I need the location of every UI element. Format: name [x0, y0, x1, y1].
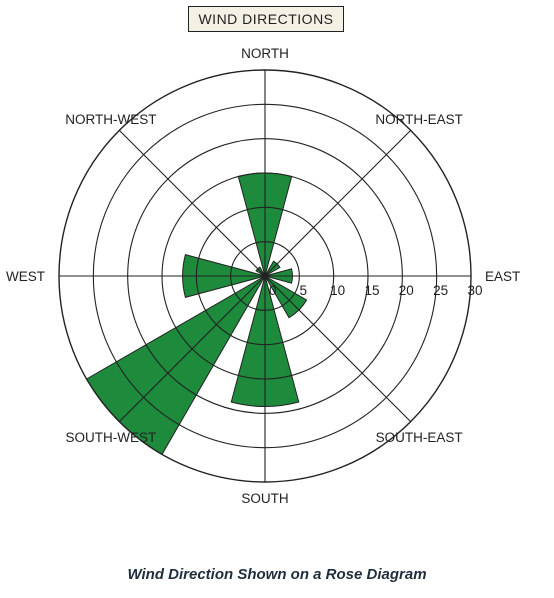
- direction-label-west: WEST: [6, 269, 45, 284]
- radial-tick-label-15: 15: [364, 283, 379, 298]
- radial-tick-label-20: 20: [399, 283, 414, 298]
- direction-label-east: EAST: [485, 269, 520, 284]
- grid-layer: [58, 69, 472, 483]
- direction-label-south-east: SOUTH-EAST: [376, 430, 463, 445]
- sectors-layer: [85, 172, 308, 456]
- radial-tick-label-10: 10: [330, 283, 345, 298]
- radial-tick-label-30: 30: [467, 283, 482, 298]
- rose-diagram: NORTH NORTH-EAST EAST SOUTH-EAST SOUTH SOUTH-…: [6, 46, 520, 506]
- direction-label-south-west: SOUTH-WEST: [66, 430, 157, 445]
- spoke-north-west: [118, 129, 266, 277]
- direction-label-north: NORTH: [241, 46, 289, 61]
- radial-tick-label-5: 5: [300, 283, 308, 298]
- direction-label-north-east: NORTH-EAST: [375, 112, 463, 127]
- spoke-south-east: [264, 275, 412, 423]
- spoke-south-west: [118, 275, 266, 423]
- chart-caption: Wind Direction Shown on a Rose Diagram: [127, 566, 427, 583]
- direction-label-north-west: NORTH-WEST: [65, 112, 156, 127]
- radial-tick-label-25: 25: [433, 283, 448, 298]
- chart-title: WIND DIRECTIONS: [188, 6, 344, 32]
- labels-layer: NORTH NORTH-EAST EAST SOUTH-EAST SOUTH SOUTH-…: [6, 46, 520, 506]
- spoke-north-east: [264, 129, 412, 277]
- direction-label-south: SOUTH: [241, 491, 288, 506]
- radial-tick-label-0: 0: [269, 283, 277, 298]
